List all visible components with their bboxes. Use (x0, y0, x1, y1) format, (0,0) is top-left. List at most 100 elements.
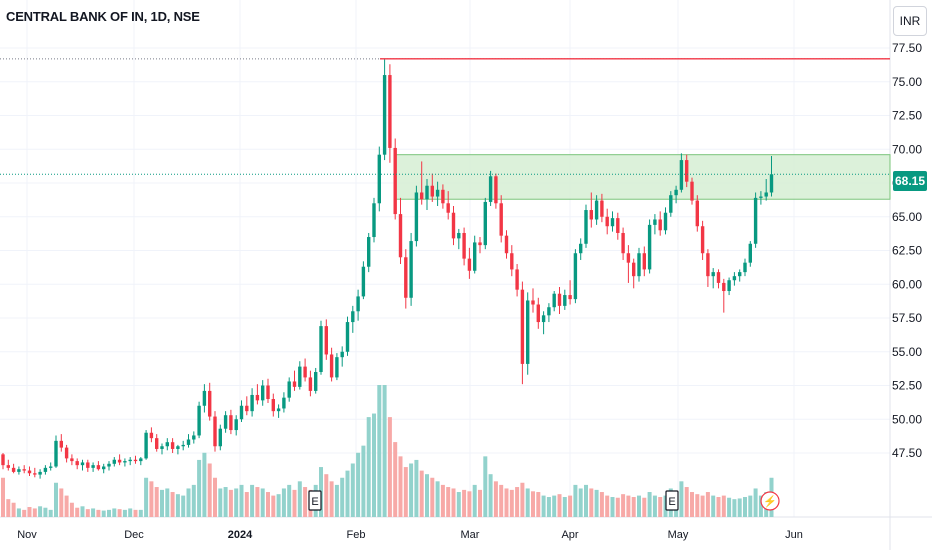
candle-body (690, 181, 694, 201)
volume-bar (207, 463, 212, 517)
volume-bar (281, 488, 286, 517)
volume-bar (144, 477, 149, 517)
candle-body (584, 210, 588, 244)
time-tick-label: Dec (124, 529, 144, 541)
volume-bar (615, 497, 620, 517)
candle (229, 409, 233, 435)
candle-body (276, 408, 281, 412)
candle (59, 434, 63, 452)
candle-body (642, 253, 646, 270)
volume-bar (324, 474, 329, 517)
volume-bar (75, 507, 80, 517)
candle (610, 211, 615, 232)
candle-body (738, 272, 742, 277)
volume-bar (329, 481, 334, 517)
candle-body (1, 454, 5, 466)
candle-body (457, 232, 461, 239)
candle-body (112, 459, 116, 464)
candle (547, 303, 551, 323)
volume-bar (175, 494, 180, 517)
candle (303, 358, 307, 382)
volume-bar (472, 484, 477, 517)
volume-bar (446, 487, 451, 517)
price-tick-label: 47.50 (892, 446, 922, 460)
candle-body (176, 446, 180, 449)
volume-bar (509, 489, 514, 517)
time-tick-label: May (668, 529, 689, 541)
candle-body (208, 390, 212, 417)
volume-bar (748, 495, 753, 517)
candle (722, 278, 726, 313)
volume-bar (451, 488, 456, 517)
candle (144, 430, 148, 460)
candle-body (425, 185, 429, 200)
volume-bar (48, 509, 53, 517)
candle-body (658, 219, 662, 231)
volume-bar (1, 477, 5, 517)
candle-body (261, 385, 265, 401)
candle (176, 444, 180, 455)
candle-body (117, 459, 122, 463)
volume-bar (80, 506, 85, 517)
candle-body (96, 465, 101, 470)
volume-bar (255, 487, 260, 517)
candle-body (22, 469, 26, 471)
support-resistance-zone (394, 154, 891, 200)
candle-body (181, 444, 185, 447)
volume-bar (181, 495, 186, 517)
volume-bar (197, 459, 202, 517)
volume-bar (228, 489, 233, 517)
price-tick-label: 75.00 (892, 75, 922, 89)
candle (732, 272, 737, 286)
candle (208, 382, 212, 421)
candle (271, 393, 275, 417)
volume-bar (488, 474, 493, 517)
candle-body (75, 461, 79, 466)
candle (96, 461, 101, 471)
candle-body (128, 459, 132, 462)
candle-body (483, 201, 487, 246)
candle (494, 173, 498, 209)
volume-bar (43, 507, 48, 517)
volume-bar (562, 497, 567, 517)
candle-body (441, 189, 445, 204)
volume-bar (191, 484, 196, 517)
candle (393, 138, 397, 220)
candle-body (446, 203, 450, 213)
candle-body (494, 176, 498, 204)
candle (1, 453, 5, 470)
candle (117, 454, 122, 466)
candle (245, 396, 249, 416)
candle-body (372, 203, 376, 238)
candle (356, 289, 360, 321)
candle (483, 197, 487, 250)
candle-body (748, 243, 752, 263)
candle-body (520, 289, 525, 364)
candle (255, 384, 260, 405)
volume-bar (658, 497, 663, 517)
candle-body (711, 272, 715, 277)
candle-body (329, 354, 334, 378)
volume-bar (594, 489, 599, 517)
candle-body (430, 185, 434, 197)
candle (49, 462, 53, 471)
candle-body (382, 75, 387, 155)
candle-body (647, 224, 652, 270)
volume-bar (16, 508, 21, 517)
volume-bar (721, 495, 726, 517)
candlestick-series (1, 58, 774, 479)
candle-body (478, 242, 482, 246)
candle (441, 184, 445, 209)
candle-body (308, 377, 313, 391)
volume-bar (599, 492, 604, 517)
volume-bar (705, 492, 710, 517)
currency-button[interactable]: INR (893, 6, 927, 36)
candle-body (223, 415, 228, 429)
candle (695, 195, 699, 232)
volume-bar (716, 497, 721, 517)
candle (276, 404, 281, 418)
volume-bar (626, 495, 631, 517)
volume-bar (345, 470, 350, 517)
volume-bar (483, 456, 488, 517)
